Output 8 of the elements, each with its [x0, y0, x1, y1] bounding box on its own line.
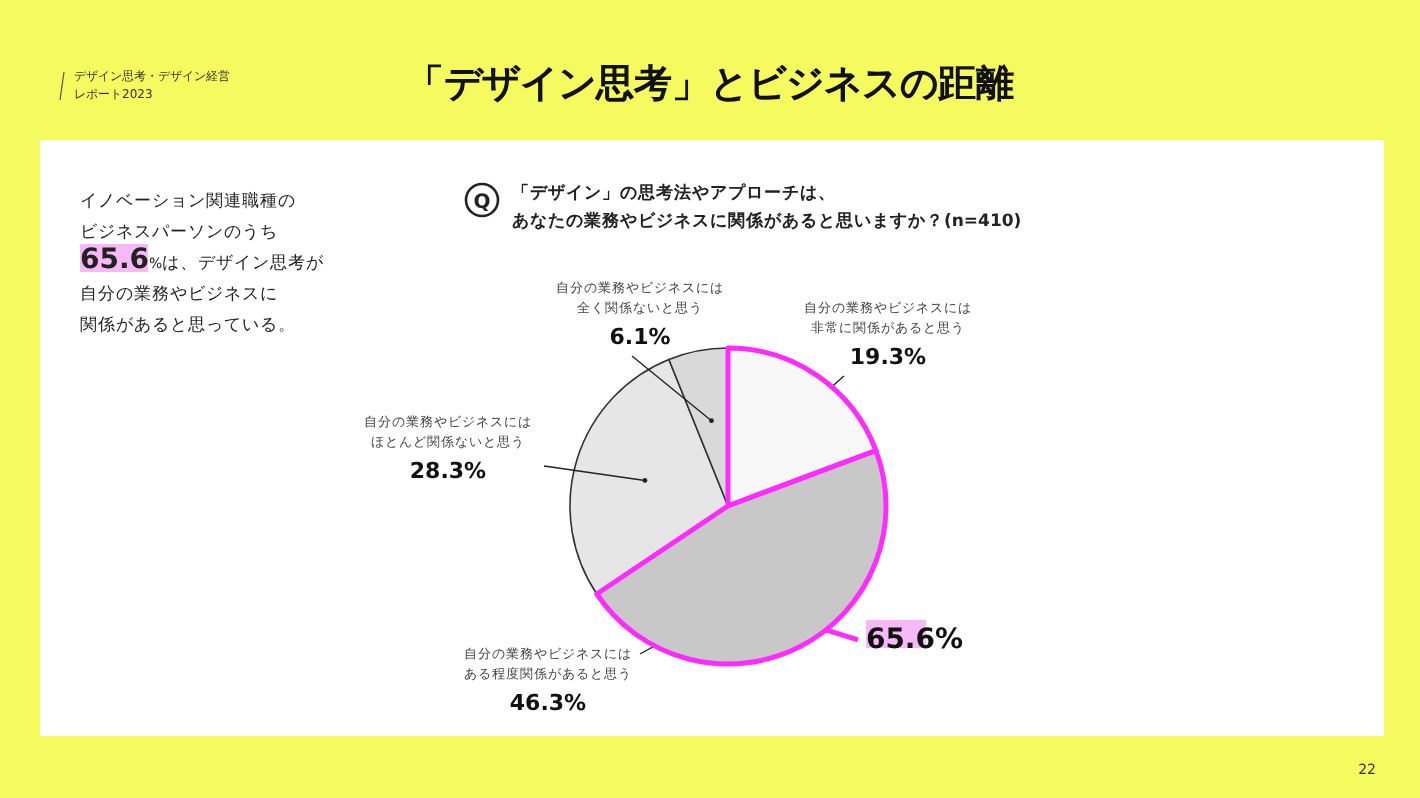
text: Q: [473, 192, 491, 214]
chart-title: 「デザイン思考」とビジネスの距離: [406, 62, 1014, 106]
data-label: 46.3%: [509, 690, 587, 716]
chart-subtitle: 「デザイン」の思考法やアプローチは、あなたの業務やビジネスに関係があると思いますか？(n=410): [512, 182, 1022, 232]
data-label: 19.3%: [849, 344, 927, 370]
data-label: 6.1%: [609, 324, 671, 350]
text: 65.6%: [865, 623, 964, 656]
data-label: 28.3%: [409, 458, 487, 484]
